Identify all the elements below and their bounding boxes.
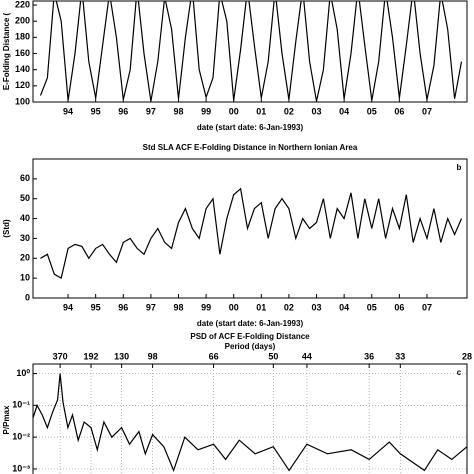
y-tick-label: 160 (15, 48, 30, 58)
x-axis-label: date (start date: 6-Jan-1993) (197, 123, 304, 132)
x-tick-label: 94 (63, 106, 73, 116)
x-tick-label: 130 (114, 351, 129, 361)
y-axis-label: E-Folding Distance ( (2, 13, 11, 91)
x-tick-label: 96 (118, 302, 128, 312)
annotation: b (457, 163, 462, 172)
data-line (40, 187, 463, 280)
y-tick-label: 10⁻¹ (12, 400, 30, 410)
chart-title: Std SLA ACF E-Folding Distance in Northe… (143, 143, 358, 152)
x-tick-label: 94 (63, 302, 73, 312)
x-tick-label: 97 (146, 106, 156, 116)
x-tick-label: 97 (146, 302, 156, 312)
x-tick-label: 98 (173, 106, 183, 116)
data-line (33, 373, 467, 473)
x-tick-label: 96 (118, 106, 128, 116)
x-tick-label: 99 (201, 106, 211, 116)
x-axis-label: Period (days) (225, 342, 276, 351)
x-tick-label: 04 (339, 106, 349, 116)
x-tick-label: 00 (229, 302, 239, 312)
y-tick-label: 60 (20, 173, 30, 183)
y-tick-label: 10 (20, 273, 30, 283)
x-axis-label: date (start date: 6-Jan-1993) (197, 319, 304, 328)
plot-frame (32, 158, 468, 299)
x-tick-label: 06 (394, 106, 404, 116)
y-tick-label: 100 (15, 96, 30, 106)
x-tick-label: 95 (91, 302, 101, 312)
x-tick-label: 28 (462, 351, 472, 361)
x-tick-label: 99 (201, 302, 211, 312)
y-tick-label: 0 (25, 292, 30, 302)
x-tick-label: 98 (173, 302, 183, 312)
y-tick-label: 30 (20, 233, 30, 243)
y-tick-label: 50 (20, 193, 30, 203)
y-tick-label: 140 (15, 64, 30, 74)
y-tick-label: 220 (15, 0, 30, 9)
y-axis-label: P/Pmax (2, 405, 11, 434)
y-tick-label: 120 (15, 80, 30, 90)
y-tick-label: 20 (20, 253, 30, 263)
x-tick-label: 00 (229, 106, 239, 116)
x-tick-label: 192 (84, 351, 99, 361)
y-axis-label: (Std) (2, 219, 11, 238)
x-tick-label: 36 (364, 351, 374, 361)
x-tick-label: 02 (284, 106, 294, 116)
x-tick-label: 95 (91, 106, 101, 116)
x-tick-label: 01 (256, 302, 266, 312)
y-tick-label: 10⁻³ (12, 463, 30, 473)
chart-title: PSD of ACF E-Folding Distance (190, 332, 310, 341)
x-tick-label: 04 (339, 302, 349, 312)
x-tick-label: 370 (53, 351, 68, 361)
x-tick-label: 05 (367, 302, 377, 312)
x-tick-label: 06 (394, 302, 404, 312)
y-tick-label: 200 (15, 16, 30, 26)
x-tick-label: 02 (284, 302, 294, 312)
x-tick-label: 98 (148, 351, 158, 361)
data-line (39, 1, 463, 102)
annotation: c (457, 368, 462, 377)
x-tick-label: 66 (209, 351, 219, 361)
y-tick-label: 10⁻² (12, 432, 30, 442)
y-tick-label: 180 (15, 32, 30, 42)
x-tick-label: 07 (422, 106, 432, 116)
plot-frame (32, 0, 468, 103)
x-tick-label: 05 (367, 106, 377, 116)
x-tick-label: 50 (268, 351, 278, 361)
y-tick-label: 10⁰ (16, 368, 30, 378)
plot-frame (32, 363, 468, 474)
y-tick-label: 40 (20, 213, 30, 223)
x-tick-label: 44 (302, 351, 312, 361)
x-tick-label: 33 (395, 351, 405, 361)
x-tick-label: 03 (312, 106, 322, 116)
x-tick-label: 01 (256, 106, 266, 116)
x-tick-label: 07 (422, 302, 432, 312)
x-tick-label: 03 (312, 302, 322, 312)
